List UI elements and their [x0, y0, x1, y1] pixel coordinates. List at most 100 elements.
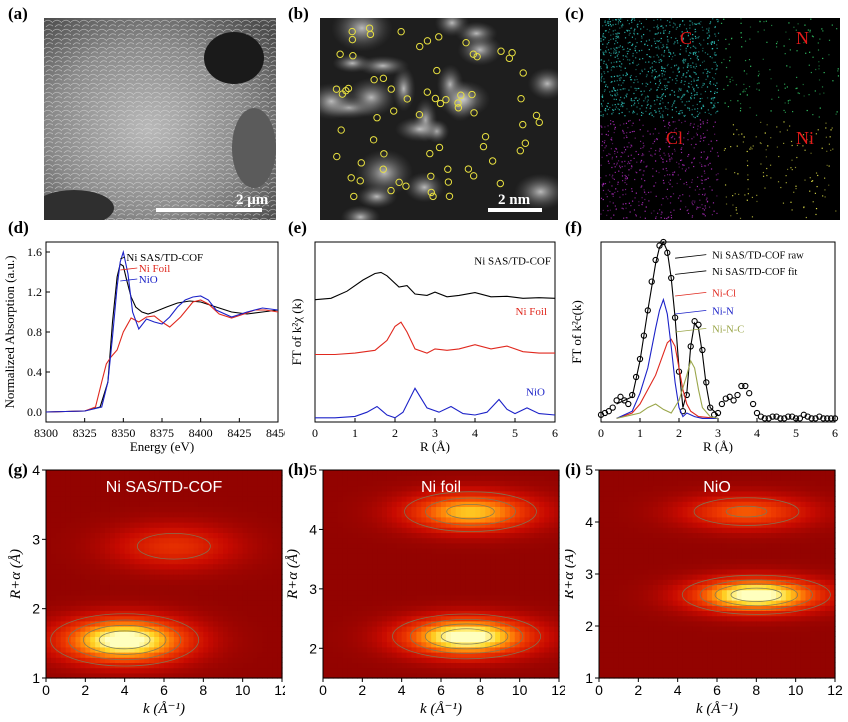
legend-label: Ni-Cl: [712, 288, 736, 299]
y-axis-label: FT of k²χ (k): [289, 299, 304, 366]
x-axis-label: R (Å): [703, 439, 733, 454]
single-atom-marker: [469, 50, 478, 58]
y-tick-label: 3: [585, 566, 593, 582]
element-label-n: N: [796, 28, 809, 48]
data-point: [660, 238, 667, 246]
single-atom-marker: [468, 90, 476, 99]
single-atom-marker: [397, 27, 405, 36]
contour-line: [714, 583, 799, 607]
heatmap-cells: [599, 470, 836, 679]
panel-g-label: (g): [8, 460, 28, 479]
data-point: [734, 391, 741, 399]
x-tick-label: 4: [398, 682, 406, 698]
data-point: [730, 397, 737, 404]
legend-label: Ni SAS/TD-COF raw: [712, 251, 804, 262]
single-atom-marker: [402, 182, 410, 190]
data-point: [617, 393, 624, 400]
series-line: [616, 297, 718, 419]
single-atom-marker: [379, 74, 388, 83]
single-atom-marker: [481, 132, 490, 141]
element-label-cl: Cl: [666, 128, 683, 148]
single-atom-marker: [332, 85, 341, 93]
scale-bar: [156, 208, 262, 212]
y-tick-label: 2: [309, 640, 317, 656]
scale-bar: [488, 208, 542, 212]
x-tick-label: 5: [512, 426, 518, 440]
x-tick-label: 8425: [227, 426, 251, 440]
contour-line: [68, 619, 182, 661]
heatmap-cells: [323, 470, 560, 679]
x-tick-label: 0: [42, 682, 50, 698]
legend-label: Ni SAS/TD-COF fit: [712, 267, 797, 278]
single-atom-marker: [357, 159, 365, 167]
x-tick-label: 8350: [111, 426, 135, 440]
legend-leader: [120, 278, 138, 282]
series-line: [45, 249, 279, 413]
x-tick-label: 8325: [73, 426, 97, 440]
data-point: [831, 415, 839, 422]
panel-c-label: (c): [565, 4, 584, 23]
series-line: [315, 387, 556, 419]
panel-b-label: (b): [288, 4, 309, 23]
legend-leader: [120, 267, 138, 271]
x-axis-label: Energy (eV): [130, 439, 194, 454]
single-atom-marker: [423, 88, 432, 96]
x-tick-label: 0: [319, 682, 327, 698]
legend-leader: [675, 254, 707, 259]
x-tick-label: 8: [752, 682, 760, 698]
data-point: [726, 393, 733, 400]
element-label-ni: Ni: [796, 128, 814, 148]
chart-f: 0 1 2 3 4 5 6 R (Å) FT of k²c(k) Ni SAS/TD-COF ra…: [569, 238, 839, 454]
legend-leader: [675, 270, 707, 275]
heatmap-title: Ni SAS/TD-COF: [106, 479, 223, 496]
single-atom-marker: [457, 91, 465, 99]
single-atom-marker: [387, 85, 395, 93]
x-tick-label: 8300: [34, 426, 58, 440]
data-point: [792, 415, 800, 422]
single-atom-marker: [403, 95, 411, 103]
data-point: [648, 278, 655, 285]
contour-line: [725, 505, 768, 518]
data-point: [827, 415, 835, 422]
single-atom-marker: [505, 54, 514, 63]
x-axis-label: k (Å⁻¹): [696, 701, 738, 717]
x-tick-label: 8375: [150, 426, 174, 440]
eds-mapping: C N Cl Ni: [600, 18, 840, 220]
data-point: [718, 400, 726, 408]
single-atom-marker: [415, 110, 424, 119]
single-atom-marker: [470, 109, 478, 117]
single-atom-marker: [373, 114, 381, 122]
x-axis-label: k (Å⁻¹): [143, 701, 185, 717]
x-tick-label: 2: [634, 682, 642, 698]
x-tick-label: 12: [827, 682, 843, 698]
single-atom-marker: [369, 136, 378, 144]
chart-e: 0 1 2 3 4 5 6 R (Å) FT of k²χ (k) Ni SAS/TD-COF Ni…: [289, 241, 558, 454]
y-tick-label: 5: [309, 462, 317, 478]
panel-a-label: (a): [8, 4, 28, 23]
chart-h: 0 2 4 6 8 10 12 2 3 4 5 k (Å⁻¹) R+α (Å) Ni foil: [285, 462, 565, 717]
legend-leader: [675, 310, 707, 315]
y-tick-label: 1: [32, 670, 40, 686]
y-axis-label: R+α (Å): [8, 549, 24, 600]
y-tick-label: 2: [32, 601, 40, 617]
data-point: [761, 415, 768, 422]
panel-h-label: (h): [288, 460, 309, 479]
data-point: [613, 397, 620, 404]
y-tick-label: 3: [32, 531, 40, 547]
x-tick-label: 8400: [189, 426, 213, 440]
contour-line: [409, 619, 524, 654]
y-tick-label: 0.0: [27, 405, 42, 419]
y-tick-label: 0.8: [27, 325, 42, 339]
legend-label: Ni Foil: [139, 263, 170, 275]
single-atom-marker: [488, 157, 497, 165]
data-point: [796, 415, 804, 422]
x-tick-label: 2: [358, 682, 366, 698]
single-atom-marker: [395, 178, 403, 187]
y-tick-label: 2: [585, 618, 593, 634]
contour-line: [82, 624, 167, 655]
x-tick-label: 10: [235, 682, 251, 698]
series-line: [45, 299, 279, 413]
chart-g: 0246810121234k (Å⁻¹)R+α (Å)Ni SAS/TD-COF: [8, 462, 285, 717]
single-atom-marker: [516, 147, 525, 155]
